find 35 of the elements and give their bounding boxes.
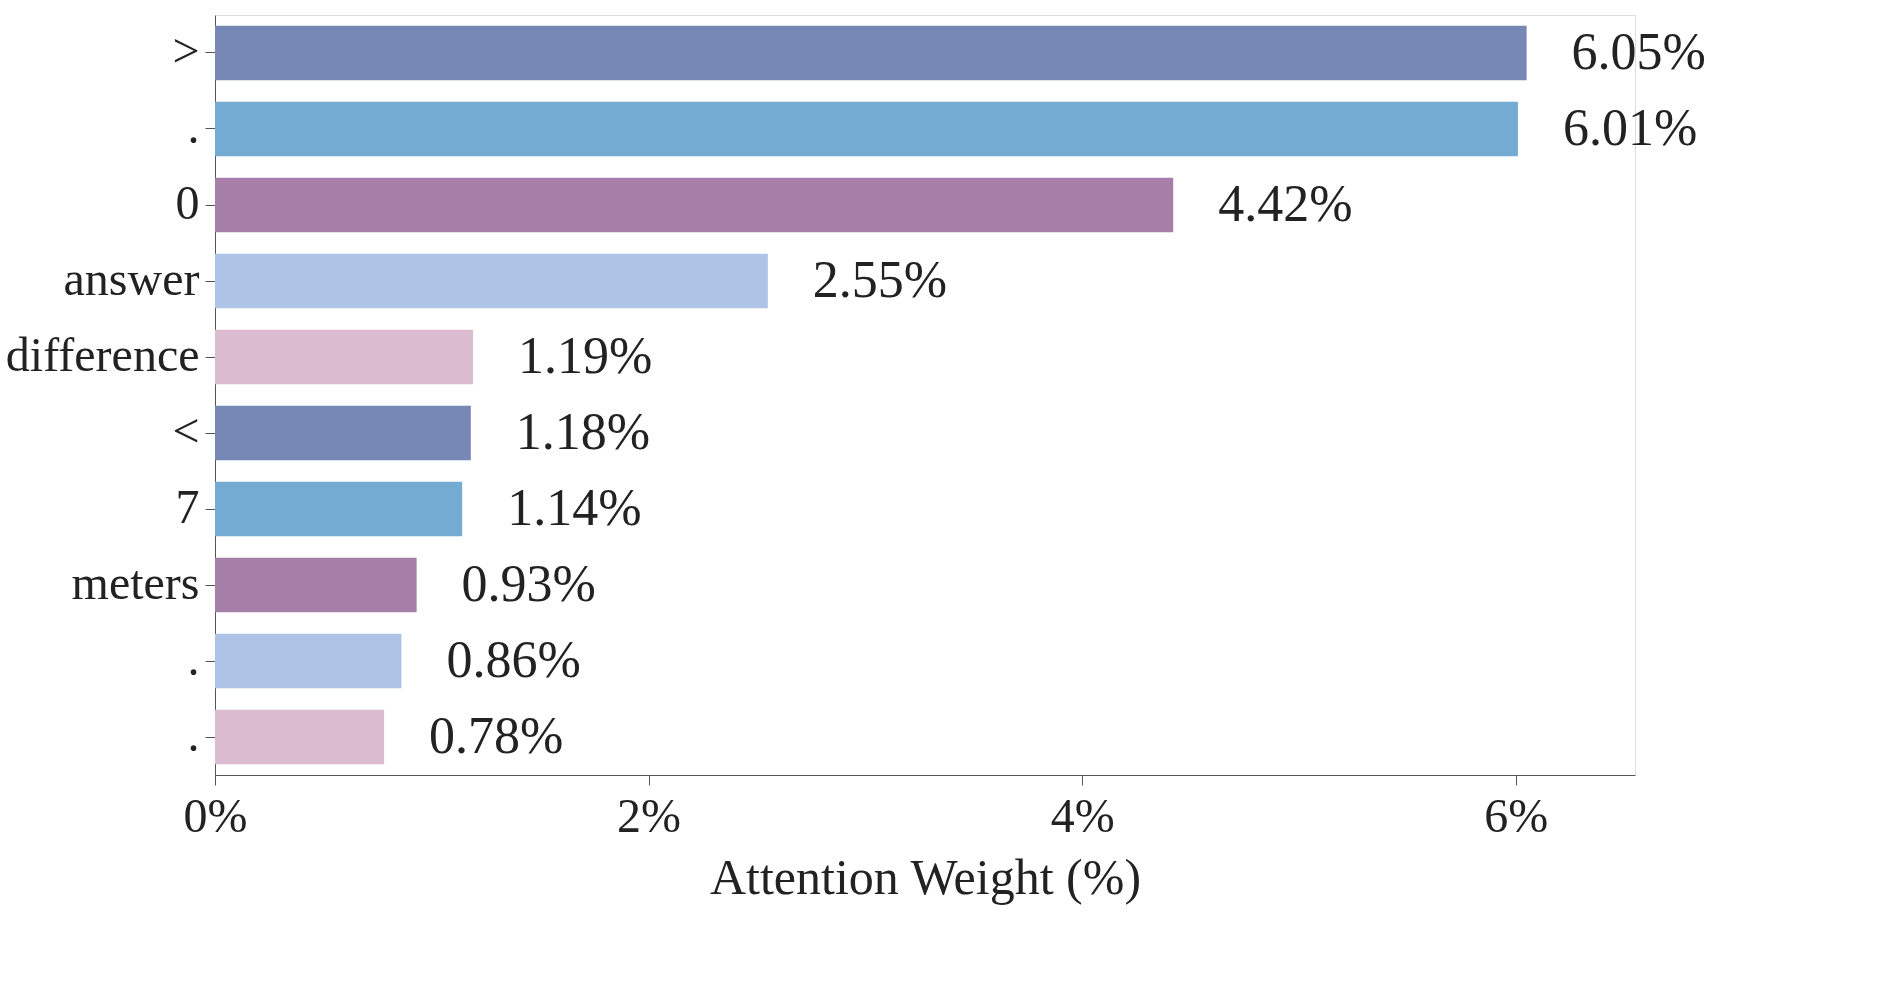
y-tick-label: . bbox=[187, 632, 200, 685]
data-label: 6.05% bbox=[1571, 23, 1706, 80]
bar bbox=[215, 101, 1518, 157]
data-label: 6.01% bbox=[1562, 99, 1698, 156]
bar bbox=[215, 177, 1174, 233]
y-tick-label: > bbox=[172, 24, 200, 77]
bar bbox=[215, 481, 463, 537]
y-tick-label: answer bbox=[63, 252, 200, 305]
x-tick-label: 2% bbox=[617, 788, 682, 842]
y-tick-label: 0 bbox=[175, 176, 200, 229]
data-label: 1.14% bbox=[507, 479, 642, 536]
y-tick-label: meters bbox=[71, 556, 200, 609]
data-label: 1.18% bbox=[515, 403, 651, 460]
data-label: 0.78% bbox=[429, 707, 564, 764]
data-label: 0.86% bbox=[446, 631, 581, 688]
x-tick-label: 6% bbox=[1484, 788, 1549, 842]
y-tick-label: 7 bbox=[175, 480, 200, 533]
data-label: 4.42% bbox=[1218, 175, 1353, 232]
data-label: 1.19% bbox=[517, 327, 653, 384]
bar bbox=[215, 633, 402, 689]
bar bbox=[215, 557, 417, 613]
y-tick-label: . bbox=[187, 100, 200, 153]
bar bbox=[215, 405, 471, 461]
data-label: 0.93% bbox=[461, 555, 596, 612]
bar bbox=[215, 709, 385, 765]
x-axis-title: Attention Weight (%) bbox=[709, 848, 1142, 905]
bar bbox=[215, 25, 1527, 81]
bar bbox=[215, 329, 473, 385]
bar bbox=[215, 253, 768, 309]
y-tick-label: difference bbox=[5, 328, 200, 381]
y-tick-label: < bbox=[172, 404, 200, 457]
y-tick-label: . bbox=[187, 708, 200, 761]
x-tick-label: 0% bbox=[183, 788, 248, 842]
data-label: 2.55% bbox=[812, 251, 948, 308]
x-tick-label: 4% bbox=[1050, 788, 1115, 842]
